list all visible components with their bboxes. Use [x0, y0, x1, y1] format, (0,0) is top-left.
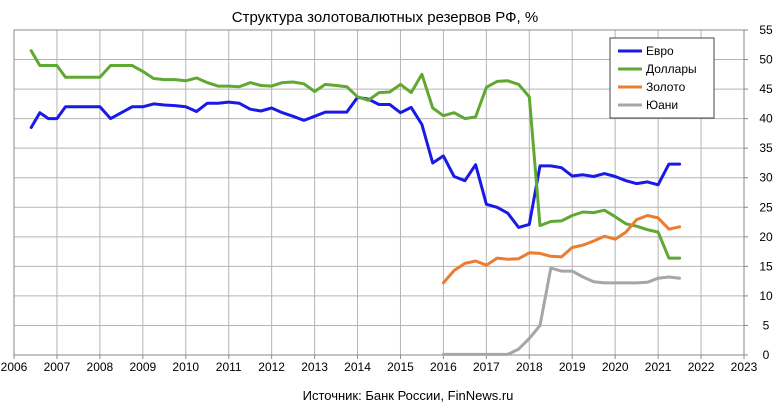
- x-tick-label: 2016: [430, 360, 457, 374]
- y-tick-label: 45: [759, 82, 773, 96]
- series-line-Доллары: [31, 51, 679, 258]
- legend-label: Золото: [646, 80, 686, 94]
- y-axis-ticks: 0 5 10 15 20 25 30 35 40 45 50 55: [744, 23, 773, 362]
- series-line-Юани: [443, 268, 679, 354]
- x-tick-label: 2012: [258, 360, 285, 374]
- y-tick-label: 55: [759, 23, 773, 37]
- x-tick-label: 2023: [731, 360, 758, 374]
- x-tick-label: 2019: [559, 360, 586, 374]
- series-lines: [31, 51, 679, 355]
- x-tick-label: 2009: [129, 360, 156, 374]
- series-line-Евро: [31, 97, 679, 227]
- x-tick-label: 2013: [301, 360, 328, 374]
- x-tick-label: 2021: [645, 360, 672, 374]
- y-tick-label: 15: [759, 259, 773, 273]
- y-tick-label: 50: [759, 53, 773, 67]
- y-tick-label: 0: [763, 348, 770, 362]
- legend-label: Юани: [646, 98, 678, 112]
- x-tick-label: 2017: [473, 360, 500, 374]
- y-tick-label: 30: [759, 171, 773, 185]
- x-axis-ticks: 2006 2007 2008 2009 2010 2011 2012 2013 2014 2015…: [1, 355, 758, 374]
- y-tick-label: 20: [759, 230, 773, 244]
- y-tick-label: 10: [759, 289, 773, 303]
- x-tick-label: 2014: [344, 360, 371, 374]
- series-line-Золото: [443, 216, 679, 283]
- y-tick-label: 35: [759, 141, 773, 155]
- y-tick-label: 40: [759, 112, 773, 126]
- x-tick-label: 2007: [44, 360, 71, 374]
- legend-label: Доллары: [646, 62, 697, 76]
- y-tick-label: 25: [759, 200, 773, 214]
- x-tick-label: 2020: [602, 360, 629, 374]
- x-tick-label: 2015: [387, 360, 414, 374]
- legend: Евро Доллары Золото Юани: [610, 38, 714, 118]
- x-tick-label: 2011: [216, 360, 242, 374]
- x-tick-label: 2018: [516, 360, 543, 374]
- x-tick-label: 2008: [87, 360, 114, 374]
- x-tick-label: 2006: [1, 360, 28, 374]
- x-tick-label: 2010: [172, 360, 199, 374]
- chart-source: Источник: Банк России, FinNews.ru: [303, 388, 514, 403]
- chart-title: Структура золотовалютных резервов РФ, %: [232, 9, 538, 26]
- x-tick-label: 2022: [688, 360, 715, 374]
- y-tick-label: 5: [763, 318, 770, 332]
- legend-label: Евро: [646, 44, 674, 58]
